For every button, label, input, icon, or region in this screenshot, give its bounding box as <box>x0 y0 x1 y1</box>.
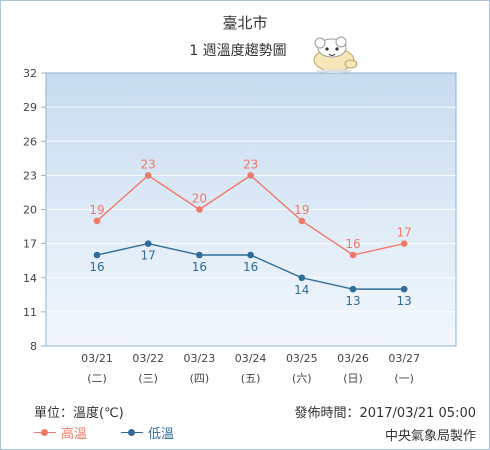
data-label-high: 23 <box>243 157 258 171</box>
data-point-high <box>93 217 101 225</box>
y-tick-label: 8 <box>30 340 37 353</box>
legend-item-high[interactable]: 高溫 <box>34 423 87 442</box>
data-label-low: 16 <box>192 260 207 274</box>
data-label-low: 14 <box>294 283 309 297</box>
chart-subtitle: 1 週溫度趨勢圖 <box>189 43 286 59</box>
publish-time: 發佈時間：2017/03/21 05:00 <box>294 406 476 421</box>
x-weekday-label: (一) <box>394 372 414 385</box>
data-point-high <box>144 172 152 179</box>
data-label-low: 16 <box>89 260 104 274</box>
data-point-low <box>93 251 101 259</box>
data-label-high: 20 <box>192 192 207 206</box>
data-point-low <box>349 285 357 293</box>
legend: 高溫 低溫 <box>34 423 208 442</box>
y-tick-label: 11 <box>23 306 37 319</box>
legend-label-low: 低溫 <box>148 427 175 442</box>
y-tick-label: 14 <box>23 272 37 285</box>
y-tick-label: 26 <box>23 135 37 148</box>
legend-marker-high <box>34 428 56 438</box>
data-point-low <box>247 251 254 259</box>
legend-label-high: 高溫 <box>61 427 88 442</box>
data-label-low: 13 <box>397 294 412 308</box>
legend-item-low[interactable]: 低溫 <box>121 423 174 442</box>
data-point-low <box>298 274 306 282</box>
x-tick-label: 03/25 <box>286 352 318 365</box>
data-label-high: 19 <box>89 203 104 217</box>
data-label-low: 17 <box>141 249 156 263</box>
data-point-high <box>196 206 203 213</box>
legend-marker-low <box>121 428 144 438</box>
x-weekday-label: (三) <box>138 372 158 385</box>
x-weekday-label: (五) <box>241 372 261 385</box>
data-point-high <box>298 217 306 225</box>
data-point-high <box>247 172 254 179</box>
data-point-low <box>144 240 152 247</box>
x-weekday-label: (六) <box>292 372 312 385</box>
mascot-icon <box>313 36 358 73</box>
data-label-low: 16 <box>243 260 258 274</box>
x-weekday-label: (四) <box>190 372 210 385</box>
source-label: 中央氣象局製作 <box>384 429 476 444</box>
data-labels: 19 23 20 23 19 16 17 16 17 16 16 14 13 13 <box>89 157 411 308</box>
x-tick-label: 03/24 <box>235 352 267 365</box>
x-weekday-label: (日) <box>343 372 363 385</box>
data-point-high <box>349 251 357 259</box>
x-tick-label: 03/21 <box>81 352 113 365</box>
data-point-low <box>400 285 408 293</box>
x-tick-label: 03/27 <box>388 352 420 365</box>
data-point-high <box>400 240 408 247</box>
y-tick-label: 32 <box>23 67 37 80</box>
x-tick-label: 03/23 <box>184 352 216 365</box>
series-layer <box>93 172 408 293</box>
data-label-high: 16 <box>345 237 360 251</box>
data-label-high: 23 <box>141 157 156 171</box>
y-tick-label: 23 <box>23 169 37 182</box>
x-tick-label: 03/22 <box>132 352 164 365</box>
y-axis: 8 11 14 17 20 23 26 29 32 <box>23 67 46 353</box>
x-axis: 03/21 (二) 03/22 (三) 03/23 (四) 03/24 (五) 03/25 (六)… <box>81 352 420 385</box>
data-label-low: 13 <box>345 294 360 308</box>
chart-city-title: 臺北市 <box>222 14 267 32</box>
data-label-high: 17 <box>397 226 412 240</box>
y-tick-label: 20 <box>23 204 37 217</box>
x-tick-label: 03/26 <box>337 352 369 365</box>
unit-label: 單位：溫度(℃) <box>34 406 124 421</box>
y-tick-label: 29 <box>23 101 37 114</box>
data-label-high: 19 <box>294 203 309 217</box>
x-weekday-label: (二) <box>87 372 107 385</box>
y-tick-label: 17 <box>23 238 37 251</box>
data-point-low <box>196 251 203 259</box>
